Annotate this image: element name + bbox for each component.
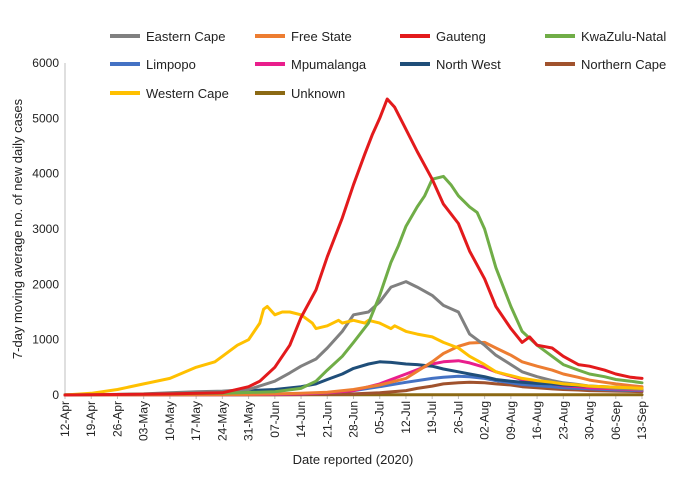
x-tick-label: 17-May (189, 401, 203, 441)
series-line-gauteng (63, 97, 644, 397)
x-tick-label: 10-May (163, 401, 177, 441)
y-tick-label: 4000 (32, 167, 59, 181)
x-tick-label: 26-Apr (110, 401, 124, 437)
x-tick-label: 31-May (242, 401, 256, 441)
legend-label-mpumalanga: Mpumalanga (291, 57, 367, 72)
y-tick-label: 2000 (32, 277, 59, 291)
legend-label-north-west: North West (436, 57, 501, 72)
legend-label-gauteng: Gauteng (436, 29, 486, 44)
x-tick-label: 13-Sep (635, 401, 649, 440)
chart-legend: Eastern Cape Free State Gauteng KwaZulu-Nat… (110, 29, 666, 101)
y-axis-title: 7-day moving average no. of new daily ca… (10, 98, 25, 359)
legend-label-eastern-cape: Eastern Cape (146, 29, 226, 44)
y-tick-label: 6000 (32, 56, 59, 70)
x-tick-label: 21-Jun (320, 401, 334, 438)
y-tick-label: 1000 (32, 333, 59, 347)
x-tick-label: 19-Jul (425, 401, 439, 434)
legend-label-free-state: Free State (291, 29, 352, 44)
x-tick-label: 26-Jul (451, 401, 465, 434)
legend-label-limpopo: Limpopo (146, 57, 196, 72)
series-line-western-cape (63, 305, 644, 397)
x-tick-label: 06-Sep (609, 401, 623, 440)
legend-label-unknown: Unknown (291, 86, 345, 101)
y-tick-label: 3000 (32, 222, 59, 236)
x-tick-label: 12-Jul (399, 401, 413, 434)
x-tick-label: 14-Jun (294, 401, 308, 438)
y-tick-labels: 0 1000 2000 3000 4000 5000 6000 (32, 56, 59, 402)
y-tick-label: 5000 (32, 111, 59, 125)
x-tick-label: 07-Jun (268, 401, 282, 438)
series-line-free-state (63, 340, 644, 397)
legend-label-kwazulu-natal: KwaZulu-Natal (581, 29, 666, 44)
x-tick-label: 03-May (137, 401, 151, 441)
x-tick-label: 24-May (215, 401, 229, 441)
x-tick-label: 05-Jul (373, 401, 387, 434)
x-tick-label: 09-Aug (504, 401, 518, 440)
chart-axes (64, 63, 643, 399)
chart-series (63, 97, 644, 397)
x-tick-label: 16-Aug (530, 401, 544, 440)
x-tick-label: 28-Jun (347, 401, 361, 438)
series-line-kwazulu-natal (63, 174, 644, 397)
x-tick-label: 30-Aug (583, 401, 597, 440)
y-tick-label: 0 (52, 388, 59, 402)
x-tick-label: 02-Aug (478, 401, 492, 440)
x-axis-title: Date reported (2020) (293, 452, 414, 467)
x-tick-label: 19-Apr (84, 401, 98, 437)
series-line-eastern-cape (63, 280, 644, 397)
legend-label-northern-cape: Northern Cape (581, 57, 666, 72)
x-tick-label: 23-Aug (556, 401, 570, 440)
series-line-northern-cape (63, 380, 644, 397)
x-tick-label: 12-Apr (58, 401, 72, 437)
legend-label-western-cape: Western Cape (146, 86, 229, 101)
x-tick-labels: 12-Apr 19-Apr 26-Apr 03-May 10-May 17-May 24-M… (58, 401, 649, 441)
